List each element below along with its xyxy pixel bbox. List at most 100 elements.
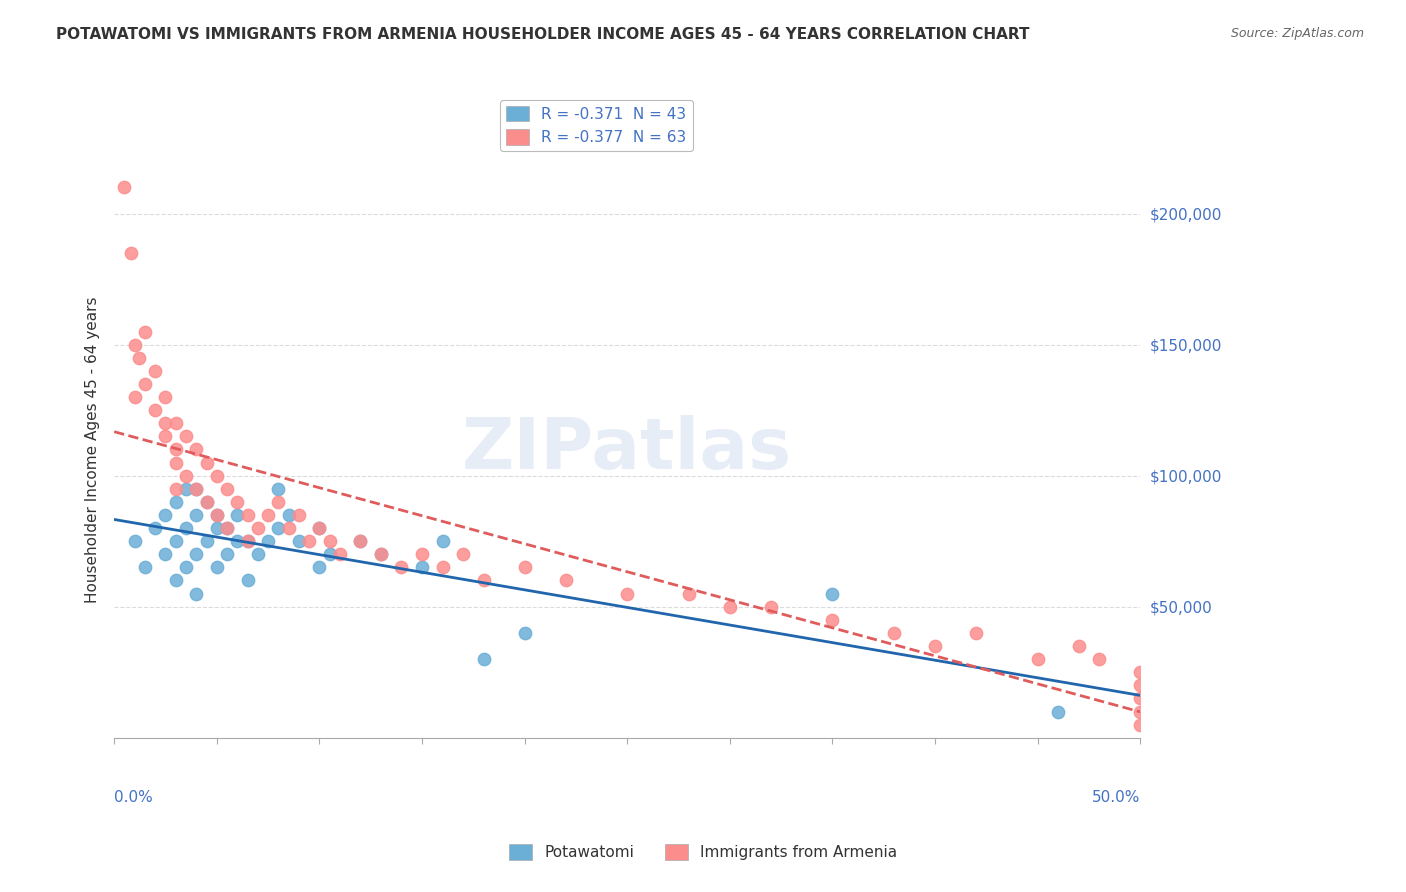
- Immigrants from Armenia: [277, 521, 299, 535]
- Potawatomi: [143, 521, 166, 535]
- Immigrants from Armenia: [616, 586, 638, 600]
- Potawatomi: [370, 547, 392, 561]
- Immigrants from Armenia: [411, 547, 433, 561]
- Immigrants from Armenia: [759, 599, 782, 614]
- Immigrants from Armenia: [432, 560, 454, 574]
- Immigrants from Armenia: [134, 376, 156, 391]
- Immigrants from Armenia: [349, 534, 371, 549]
- Immigrants from Armenia: [267, 495, 290, 509]
- Immigrants from Armenia: [124, 337, 146, 351]
- Potawatomi: [267, 482, 290, 496]
- Potawatomi: [205, 560, 228, 574]
- Potawatomi: [124, 534, 146, 549]
- Potawatomi: [174, 521, 197, 535]
- Immigrants from Armenia: [215, 482, 238, 496]
- Immigrants from Armenia: [143, 403, 166, 417]
- Immigrants from Armenia: [195, 495, 218, 509]
- Immigrants from Armenia: [472, 574, 495, 588]
- Immigrants from Armenia: [174, 429, 197, 443]
- Potawatomi: [226, 534, 249, 549]
- Potawatomi: [215, 521, 238, 535]
- Potawatomi: [236, 574, 259, 588]
- Legend: R = -0.371  N = 43, R = -0.377  N = 63: R = -0.371 N = 43, R = -0.377 N = 63: [501, 100, 693, 152]
- Potawatomi: [215, 547, 238, 561]
- Immigrants from Armenia: [155, 390, 177, 404]
- Potawatomi: [432, 534, 454, 549]
- Immigrants from Armenia: [288, 508, 311, 522]
- Legend: Potawatomi, Immigrants from Armenia: Potawatomi, Immigrants from Armenia: [503, 838, 903, 866]
- Immigrants from Armenia: [965, 626, 987, 640]
- Immigrants from Armenia: [114, 180, 136, 194]
- Immigrants from Armenia: [215, 521, 238, 535]
- Potawatomi: [226, 508, 249, 522]
- Potawatomi: [195, 534, 218, 549]
- Immigrants from Armenia: [1129, 691, 1152, 706]
- Immigrants from Armenia: [236, 534, 259, 549]
- Potawatomi: [174, 560, 197, 574]
- Potawatomi: [186, 508, 208, 522]
- Immigrants from Armenia: [246, 521, 269, 535]
- Immigrants from Armenia: [329, 547, 352, 561]
- Potawatomi: [288, 534, 311, 549]
- Immigrants from Armenia: [318, 534, 340, 549]
- Potawatomi: [155, 547, 177, 561]
- Y-axis label: Householder Income Ages 45 - 64 years: Householder Income Ages 45 - 64 years: [86, 296, 100, 603]
- Immigrants from Armenia: [883, 626, 905, 640]
- Immigrants from Armenia: [308, 521, 330, 535]
- Potawatomi: [165, 495, 187, 509]
- Immigrants from Armenia: [143, 364, 166, 378]
- Immigrants from Armenia: [165, 456, 187, 470]
- Immigrants from Armenia: [1026, 652, 1049, 666]
- Immigrants from Armenia: [451, 547, 474, 561]
- Text: 0.0%: 0.0%: [114, 789, 153, 805]
- Immigrants from Armenia: [554, 574, 576, 588]
- Potawatomi: [308, 560, 330, 574]
- Immigrants from Armenia: [165, 416, 187, 430]
- Potawatomi: [246, 547, 269, 561]
- Potawatomi: [821, 586, 844, 600]
- Potawatomi: [205, 521, 228, 535]
- Immigrants from Armenia: [165, 442, 187, 457]
- Immigrants from Armenia: [186, 482, 208, 496]
- Immigrants from Armenia: [1129, 665, 1152, 680]
- Potawatomi: [277, 508, 299, 522]
- Immigrants from Armenia: [134, 325, 156, 339]
- Text: POTAWATOMI VS IMMIGRANTS FROM ARMENIA HOUSEHOLDER INCOME AGES 45 - 64 YEARS CORR: POTAWATOMI VS IMMIGRANTS FROM ARMENIA HO…: [56, 27, 1029, 42]
- Immigrants from Armenia: [155, 416, 177, 430]
- Immigrants from Armenia: [821, 613, 844, 627]
- Potawatomi: [165, 574, 187, 588]
- Text: Source: ZipAtlas.com: Source: ZipAtlas.com: [1230, 27, 1364, 40]
- Potawatomi: [1047, 705, 1070, 719]
- Potawatomi: [186, 482, 208, 496]
- Potawatomi: [318, 547, 340, 561]
- Immigrants from Armenia: [513, 560, 536, 574]
- Potawatomi: [134, 560, 156, 574]
- Text: ZIPatlas: ZIPatlas: [463, 415, 792, 484]
- Immigrants from Armenia: [718, 599, 741, 614]
- Potawatomi: [308, 521, 330, 535]
- Potawatomi: [472, 652, 495, 666]
- Immigrants from Armenia: [186, 442, 208, 457]
- Immigrants from Armenia: [174, 468, 197, 483]
- Immigrants from Armenia: [205, 468, 228, 483]
- Text: 50.0%: 50.0%: [1092, 789, 1140, 805]
- Immigrants from Armenia: [155, 429, 177, 443]
- Immigrants from Armenia: [195, 456, 218, 470]
- Potawatomi: [165, 534, 187, 549]
- Immigrants from Armenia: [298, 534, 321, 549]
- Immigrants from Armenia: [257, 508, 280, 522]
- Immigrants from Armenia: [236, 508, 259, 522]
- Immigrants from Armenia: [1067, 639, 1090, 653]
- Immigrants from Armenia: [1129, 717, 1152, 731]
- Immigrants from Armenia: [120, 245, 142, 260]
- Potawatomi: [349, 534, 371, 549]
- Potawatomi: [513, 626, 536, 640]
- Immigrants from Armenia: [678, 586, 700, 600]
- Immigrants from Armenia: [124, 390, 146, 404]
- Immigrants from Armenia: [165, 482, 187, 496]
- Potawatomi: [174, 482, 197, 496]
- Immigrants from Armenia: [924, 639, 946, 653]
- Immigrants from Armenia: [1088, 652, 1111, 666]
- Immigrants from Armenia: [1129, 705, 1152, 719]
- Potawatomi: [195, 495, 218, 509]
